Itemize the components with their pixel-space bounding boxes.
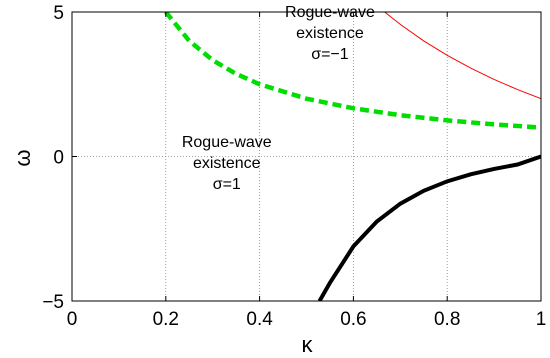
y-tick-label: 5 <box>53 3 64 24</box>
y-tick-label: −5 <box>42 292 64 313</box>
annotation-line: Rogue-wave <box>182 134 272 151</box>
x-tick-label: 0.6 <box>340 309 366 330</box>
annotation-line: σ=−1 <box>311 46 349 63</box>
series-line-3 <box>317 154 541 301</box>
axes: 0 0.2 0.4 0.6 0.8 1−505 <box>42 3 546 330</box>
annotation-line: Rogue-wave <box>285 4 375 21</box>
x-axis-label: κ <box>302 332 314 357</box>
series-line-2 <box>164 12 541 130</box>
series-layer <box>164 12 541 301</box>
grid <box>72 12 541 301</box>
x-tick-label: 0.4 <box>246 309 273 330</box>
annotation-line: σ=1 <box>213 176 241 193</box>
x-tick-label: 0.8 <box>434 309 460 330</box>
annotation-line: existence <box>193 155 261 172</box>
y-axis-label: ω <box>10 149 35 166</box>
annotation-line: existence <box>296 25 364 42</box>
x-tick-label: 0.2 <box>153 309 179 330</box>
y-tick-label: 0 <box>53 148 64 169</box>
annotation-2: Rogue-wave existence σ=1 <box>182 134 272 193</box>
x-tick-label: 0 <box>67 309 78 330</box>
annotation-1: Rogue-wave existence σ=−1 <box>285 4 375 63</box>
x-tick-label: 1 <box>536 309 547 330</box>
annotations: Rogue-wave existence σ=−1 Rogue-wave existen… <box>182 4 375 193</box>
series-line-1 <box>384 12 541 100</box>
